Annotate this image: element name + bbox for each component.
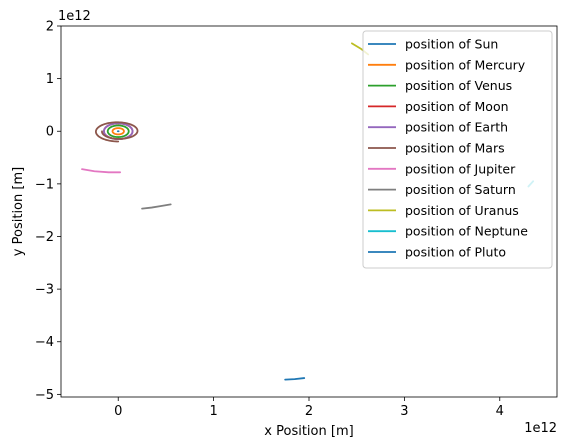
plot-area [81,42,535,381]
y-axis-label: y Position [m] [11,167,26,256]
legend-entry-label: position of Pluto [405,245,506,260]
y-tick-label: 1 [46,72,54,87]
x-tick-label: 2 [305,404,313,419]
legend-entry-label: position of Sun [405,37,498,52]
series-line [95,121,139,143]
series-line [141,203,172,210]
y-tick-label: −4 [35,335,54,350]
y-tick-label: 0 [46,125,54,140]
y-offset-label: 1e12 [58,9,91,24]
legend-entry-label: position of Moon [405,99,509,114]
legend: position of Sun position of Mercury positi… [362,30,553,269]
legend-box [362,30,553,269]
legend-entry-label: position of Neptune [405,224,528,239]
x-tick-label: 3 [400,404,408,419]
y-tick-label: −2 [35,230,54,245]
y-tick-label: −5 [35,388,54,403]
y-tick-label: 2 [46,20,54,35]
legend-entry-label: position of Uranus [405,203,519,218]
series-line [106,124,130,138]
legend-entry-label: position of Venus [405,78,512,93]
series-line [111,127,125,136]
series-line [81,168,122,174]
y-tick-label: −1 [35,177,54,192]
legend-entry-label: position of Earth [405,120,508,135]
legend-entry-label: position of Mercury [405,57,526,72]
x-tick-label: 4 [496,404,504,419]
x-offset-label: 1e12 [524,421,557,436]
x-axis-label: x Position [m] [264,424,353,439]
x-tick-label: 0 [114,404,122,419]
x-tick-label: 1 [209,404,217,419]
legend-entry-label: position of Jupiter [405,161,516,176]
y-tick-label: −3 [35,283,54,298]
legend-entry-label: position of Mars [405,141,505,156]
legend-entry-label: position of Saturn [405,182,516,197]
series-line [284,377,306,381]
y-axis-ticks: −5 −4 −3 −2 −1 0 1 2 [35,20,61,403]
x-axis-ticks: 0 1 2 3 4 [114,397,504,419]
axes-frame [60,25,558,398]
